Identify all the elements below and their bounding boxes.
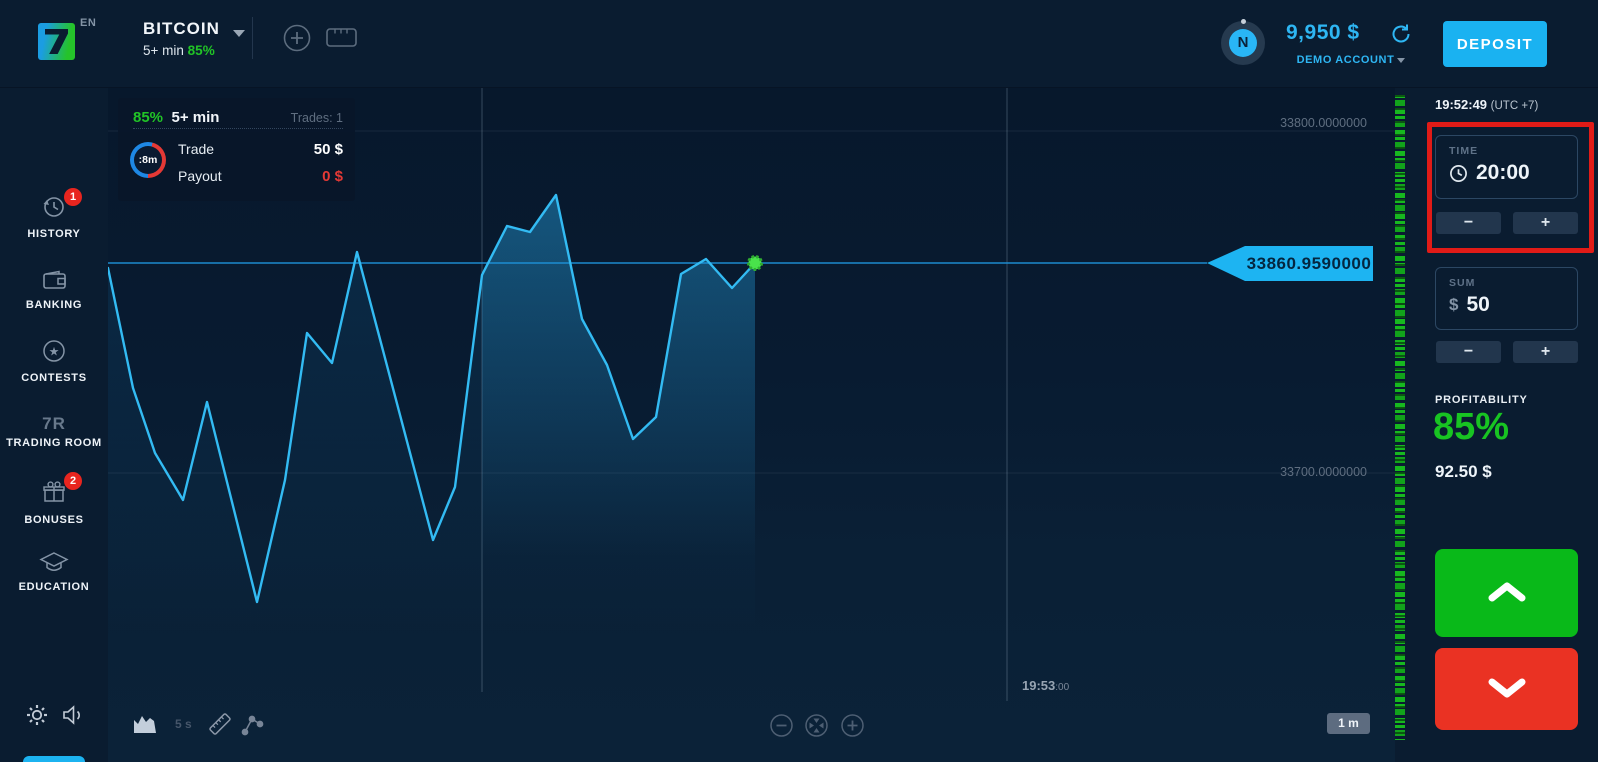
clock-icon (1450, 164, 1467, 182)
sum-control[interactable]: SUM $ 50 (1435, 267, 1578, 330)
balance-amount: 9,950 $ (1286, 21, 1360, 44)
avatar-status-dot (1241, 19, 1246, 24)
time-control-label: TIME (1449, 145, 1479, 157)
history-icon (43, 197, 64, 217)
put-down-button[interactable] (1435, 648, 1578, 730)
popup-payout-percent: 85% (133, 109, 164, 126)
sidebar-item-label: BONUSES (24, 514, 84, 526)
time-control[interactable]: TIME 20:00 (1435, 135, 1578, 199)
sum-plus-button[interactable]: + (1513, 341, 1578, 363)
avatar-letter: N (1229, 29, 1257, 57)
popup-duration: 5+ min (171, 109, 220, 126)
avatar[interactable]: N (1221, 19, 1265, 65)
zoom-in-icon[interactable] (841, 714, 864, 737)
deposit-button[interactable]: DEPOSIT (1443, 21, 1547, 67)
ruler-tool-icon[interactable] (206, 710, 234, 738)
topbar: EN BITCOIN 5+ min 85% N 9,950 $ DEMO ACC… (0, 0, 1598, 88)
chart-area: 33860.9590000 85% 5+ min Trades: 1 :8m T… (108, 88, 1395, 762)
open-trade-popup: 85% 5+ min Trades: 1 :8m Trade 50 $ Payo… (118, 98, 355, 201)
refresh-balance-icon[interactable] (1390, 23, 1412, 45)
asset-duration: 5+ min (143, 43, 184, 58)
time-minus-button[interactable]: − (1436, 212, 1501, 234)
popup-payout-label: Payout (178, 168, 222, 184)
chart-type-icon[interactable] (133, 712, 157, 734)
language-label[interactable]: EN (80, 17, 97, 29)
bonuses-badge: 2 (64, 472, 82, 490)
price-chart[interactable]: 33860.9590000 (108, 88, 1395, 762)
wallet-icon (42, 270, 66, 289)
sound-icon[interactable] (61, 704, 85, 726)
asset-payout: 85% (187, 43, 215, 58)
profit-amount: 92.50 $ (1435, 462, 1492, 481)
history-badge: 1 (64, 188, 82, 206)
education-cap-icon (39, 552, 69, 571)
sidebar-item-label: HISTORY (27, 228, 81, 240)
time-plus-button[interactable]: + (1513, 212, 1578, 234)
timeframe-badge[interactable]: 1 m (1327, 713, 1370, 734)
x-axis-time-label: 19:53:00 (1022, 678, 1070, 693)
y-axis-label-33800: 33800.0000000 (1280, 116, 1367, 130)
tick-activity-strip (1395, 95, 1405, 740)
popup-trade-label: Trade (178, 141, 215, 157)
server-clock: 19:52:49 (UTC +7) (1435, 97, 1539, 112)
sidebar-item-history[interactable]: 1 HISTORY (0, 188, 108, 240)
fit-view-icon[interactable] (805, 714, 828, 737)
current-price-dot (747, 255, 763, 271)
sum-control-value: 50 (1466, 293, 1490, 316)
asset-selector[interactable]: BITCOIN (143, 19, 220, 38)
sidebar-item-label: CONTESTS (21, 372, 87, 384)
sidebar-item-contests[interactable]: ★ CONTESTS (0, 338, 108, 384)
profitability-percent: 85% (1433, 406, 1510, 448)
topbar-divider (252, 17, 253, 59)
contests-star-icon: ★ (43, 340, 65, 362)
price-tag-shape (1207, 246, 1373, 281)
trading-room-icon: 7R (42, 414, 66, 433)
zoom-out-icon[interactable] (770, 714, 793, 737)
price-tag-text: 33860.9590000 (1247, 254, 1372, 273)
trade-timer-value: :8m (134, 146, 162, 174)
sidebar: 1 HISTORY BANKING ★ CONTESTS 7R TRADING … (0, 88, 108, 762)
trade-timer-ring: :8m (130, 142, 166, 178)
add-asset-icon[interactable] (283, 24, 311, 52)
popup-trades-count: Trades: 1 (290, 111, 343, 125)
indicators-icon[interactable] (239, 711, 267, 738)
sum-control-label: SUM (1449, 277, 1476, 289)
sidebar-item-trading-room[interactable]: 7R TRADING ROOM (0, 414, 108, 449)
trade-zone-fill (482, 195, 755, 648)
asset-caret-down-icon[interactable] (233, 30, 245, 37)
y-axis-label-33700: 33700.0000000 (1280, 465, 1367, 479)
chevron-down-icon (1488, 678, 1525, 697)
sidebar-item-education[interactable]: EDUCATION (0, 551, 108, 593)
online-help-button[interactable]: ? ONLINE HELP (23, 756, 85, 762)
asset-subtitle: 5+ min 85% (143, 43, 215, 58)
time-control-value: 20:00 (1476, 161, 1530, 184)
account-type-dropdown[interactable]: DEMO ACCOUNT (1295, 54, 1407, 66)
call-up-button[interactable] (1435, 549, 1578, 637)
currency-symbol: $ (1449, 295, 1459, 314)
sidebar-item-label: TRADING ROOM (6, 437, 102, 449)
sidebar-item-label: EDUCATION (18, 581, 90, 593)
gift-icon (43, 481, 65, 502)
account-caret-down-icon (1397, 58, 1406, 63)
sidebar-item-label: BANKING (25, 299, 83, 311)
popup-trade-value: 50 $ (313, 141, 343, 158)
popup-payout-value: 0 $ (322, 168, 343, 185)
svg-text:★: ★ (49, 345, 60, 359)
app-logo-icon[interactable] (38, 23, 75, 60)
sum-minus-button[interactable]: − (1436, 341, 1501, 363)
settings-gear-icon[interactable] (26, 704, 48, 726)
profitability-label: PROFITABILITY (1435, 394, 1528, 406)
interval-label[interactable]: 5 s (175, 717, 192, 731)
chevron-up-icon (1488, 582, 1525, 601)
chart-tabs-icon[interactable] (326, 27, 358, 49)
price-curve (108, 193, 757, 604)
sidebar-item-bonuses[interactable]: 2 BONUSES (0, 472, 108, 526)
sidebar-item-banking[interactable]: BANKING (0, 268, 108, 311)
